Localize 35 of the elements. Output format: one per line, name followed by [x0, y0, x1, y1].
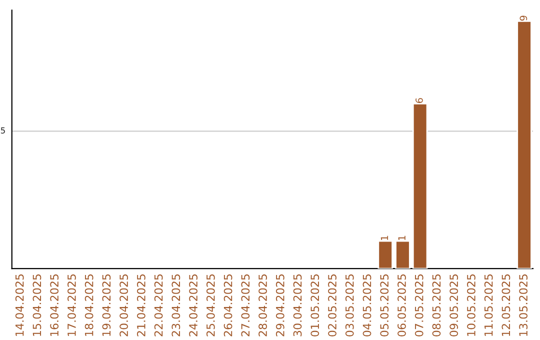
x-tick-label: 20.04.2025 [120, 274, 128, 336]
x-tick-label: 18.04.2025 [84, 274, 94, 336]
data-label: 1 [398, 236, 406, 240]
x-tick-label: 10.05.2025 [467, 274, 476, 336]
x-tick-label: 19.04.2025 [102, 274, 111, 336]
x-tick-label: 03.05.2025 [345, 274, 354, 336]
x-tick-label: 25.04.2025 [206, 274, 215, 336]
x-tick-label: 07.05.2025 [414, 274, 424, 336]
x-tick-label: 23.04.2025 [172, 274, 180, 336]
x-tick-label: 28.04.2025 [258, 274, 267, 336]
x-tick-label: 27.04.2025 [241, 274, 250, 336]
x-tick-label: 06.05.2025 [398, 274, 406, 336]
ref-line-label: 5 [0, 127, 5, 134]
x-tick-label: 01.05.2025 [310, 274, 320, 336]
x-tick-label: 12.05.2025 [502, 274, 510, 336]
x-tick-label: 24.04.2025 [189, 274, 198, 336]
x-tick-label: 22.04.2025 [154, 274, 163, 336]
x-tick-label: 17.04.2025 [67, 274, 76, 336]
x-tick-label: 08.05.2025 [432, 274, 441, 336]
data-label: 6 [416, 98, 423, 103]
x-tick-label: 30.04.2025 [293, 274, 302, 336]
x-tick-label: 14.04.2025 [15, 274, 24, 336]
x-tick-label: 15.04.2025 [32, 274, 42, 336]
x-tick-label: 13.05.2025 [519, 274, 528, 336]
x-tick-label: 05.05.2025 [380, 274, 389, 336]
x-tick-label: 26.04.2025 [224, 274, 232, 336]
data-label: 1 [380, 236, 388, 240]
x-tick-label: 04.05.2025 [362, 274, 372, 336]
data-label: 9 [520, 16, 528, 21]
x-tick-label: 16.04.2025 [50, 274, 59, 336]
x-tick-label: 29.04.2025 [276, 274, 284, 336]
x-tick-label: 11.05.2025 [484, 274, 493, 336]
x-tick-label: 21.04.2025 [136, 274, 146, 336]
x-tick-label: 02.05.2025 [328, 274, 336, 336]
x-tick-label: 09.05.2025 [450, 274, 458, 336]
